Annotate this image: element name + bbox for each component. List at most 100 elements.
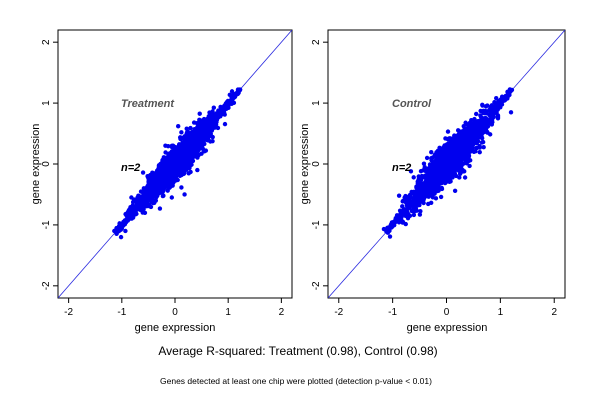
control-data-point bbox=[479, 127, 485, 132]
treatment-data-point bbox=[137, 194, 142, 200]
treatment-data-point bbox=[210, 126, 215, 132]
treatment-data-point bbox=[223, 101, 229, 106]
control-data-point bbox=[459, 161, 465, 166]
control-data-point bbox=[422, 165, 427, 170]
control-data-point bbox=[481, 122, 486, 127]
treatment-x-tick-label: -2 bbox=[64, 307, 73, 318]
treatment-data-point bbox=[140, 170, 146, 175]
control-data-point bbox=[400, 220, 405, 225]
control-data-point bbox=[433, 172, 438, 177]
control-data-point bbox=[448, 170, 454, 175]
control-x-tick-label: -1 bbox=[388, 307, 397, 318]
treatment-data-point bbox=[153, 198, 159, 203]
treatment-data-point bbox=[160, 157, 165, 163]
treatment-data-point bbox=[131, 207, 136, 212]
treatment-data-point bbox=[175, 149, 180, 155]
control-data-point bbox=[436, 172, 442, 177]
control-data-point bbox=[426, 166, 431, 171]
control-data-point bbox=[416, 200, 422, 206]
treatment-data-point bbox=[154, 180, 160, 185]
control-data-point bbox=[454, 155, 460, 161]
treatment-data-point bbox=[192, 145, 197, 150]
control-data-point bbox=[473, 149, 478, 154]
control-data-point bbox=[439, 160, 444, 165]
treatment-x-tick-label: 2 bbox=[279, 307, 285, 318]
control-data-point bbox=[498, 97, 503, 103]
treatment-data-point bbox=[190, 151, 196, 156]
treatment-data-point bbox=[221, 108, 227, 113]
treatment-panel: -2 -1 0 1 2 -2 -1 0 1 2 Treatment n=2 gene expres… bbox=[30, 29, 293, 334]
control-data-point bbox=[488, 114, 494, 119]
treatment-data-point bbox=[165, 183, 170, 188]
treatment-y-tick-label: -1 bbox=[41, 220, 52, 229]
treatment-data-point bbox=[141, 204, 146, 209]
control-y-tick-label: -1 bbox=[311, 220, 322, 229]
control-data-point bbox=[466, 126, 472, 131]
control-data-point bbox=[460, 133, 466, 139]
treatment-data-point bbox=[169, 149, 175, 154]
control-data-point bbox=[474, 111, 479, 117]
control-y-axis-label: gene expression bbox=[299, 124, 311, 205]
control-data-point bbox=[421, 190, 426, 195]
control-data-point bbox=[453, 144, 459, 150]
treatment-data-point bbox=[146, 202, 151, 208]
treatment-data-point bbox=[181, 151, 186, 157]
control-data-point bbox=[450, 151, 456, 157]
control-data-point bbox=[388, 222, 394, 227]
control-data-point bbox=[485, 103, 490, 108]
treatment-data-point bbox=[175, 158, 180, 163]
detection-note: Genes detected at least one chip were pl… bbox=[160, 376, 432, 386]
control-data-point bbox=[453, 173, 459, 179]
control-data-point bbox=[438, 148, 443, 154]
treatment-data-point bbox=[196, 152, 201, 158]
control-data-point bbox=[445, 129, 451, 134]
treatment-data-point bbox=[187, 132, 192, 137]
treatment-y-axis-label: gene expression bbox=[30, 124, 42, 205]
treatment-data-point bbox=[230, 96, 235, 101]
treatment-data-point bbox=[182, 192, 187, 197]
treatment-data-point bbox=[152, 189, 158, 195]
control-data-point bbox=[487, 132, 493, 137]
treatment-axes: -2 -1 0 1 2 -2 -1 0 1 2 bbox=[41, 39, 285, 318]
treatment-x-axis-label: gene expression bbox=[135, 322, 216, 334]
treatment-data-point bbox=[196, 138, 201, 143]
control-data-point bbox=[406, 198, 412, 204]
treatment-data-point bbox=[222, 104, 227, 110]
treatment-data-point bbox=[117, 226, 123, 232]
treatment-data-point bbox=[179, 185, 184, 190]
treatment-data-point bbox=[164, 156, 169, 162]
control-data-point bbox=[429, 149, 434, 155]
control-data-point bbox=[483, 126, 489, 132]
control-data-point bbox=[396, 193, 402, 198]
control-data-point bbox=[486, 117, 492, 122]
treatment-data-point bbox=[142, 210, 148, 216]
control-data-point bbox=[469, 117, 474, 123]
treatment-data-point bbox=[134, 202, 140, 207]
control-data-point bbox=[418, 168, 424, 174]
treatment-data-point bbox=[205, 138, 210, 143]
treatment-data-point bbox=[178, 153, 183, 158]
treatment-data-point bbox=[160, 188, 166, 194]
treatment-data-point bbox=[150, 182, 155, 188]
treatment-data-point bbox=[175, 161, 180, 167]
control-panel: -2 -1 0 1 2 -2 -1 0 1 2 Control n=2 gene expressi… bbox=[299, 29, 566, 334]
treatment-data-point bbox=[157, 206, 163, 211]
treatment-data-point bbox=[200, 130, 205, 135]
control-data-point bbox=[408, 195, 413, 200]
control-data-point bbox=[426, 201, 431, 207]
treatment-y-tick-label: 2 bbox=[41, 39, 52, 45]
control-panel-title: Control bbox=[392, 98, 432, 110]
control-data-point bbox=[408, 169, 414, 174]
treatment-data-point bbox=[187, 165, 192, 171]
control-data-point bbox=[405, 215, 411, 221]
treatment-data-point bbox=[216, 115, 221, 120]
treatment-data-point bbox=[169, 164, 175, 169]
treatment-data-point bbox=[188, 125, 193, 131]
treatment-data-point bbox=[211, 105, 217, 110]
treatment-plot-area bbox=[58, 30, 292, 298]
control-data-point bbox=[450, 175, 455, 180]
treatment-data-point bbox=[181, 159, 187, 165]
control-data-point bbox=[505, 89, 510, 95]
treatment-data-point bbox=[184, 147, 190, 152]
treatment-data-point bbox=[163, 143, 168, 148]
